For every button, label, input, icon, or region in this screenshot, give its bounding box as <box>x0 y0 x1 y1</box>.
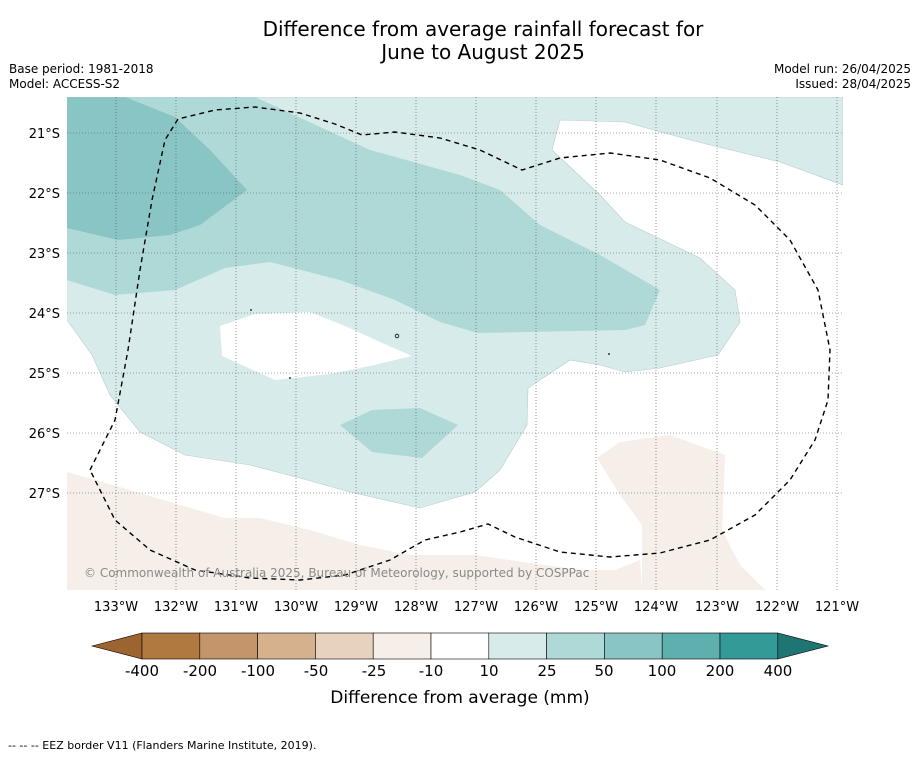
chart-title: Difference from average rainfall forecas… <box>0 18 919 64</box>
colorbar-tick: 100 <box>648 662 677 680</box>
title-line-2: June to August 2025 <box>381 40 585 64</box>
lat-label: 24°S <box>29 307 60 322</box>
lon-label: 123°W <box>695 600 739 615</box>
lat-label: 26°S <box>29 427 60 442</box>
lon-labels: 133°W 132°W 131°W 130°W 129°W 128°W 127°… <box>94 600 859 615</box>
lat-label: 21°S <box>29 127 60 142</box>
colorbar-tick: 200 <box>706 662 735 680</box>
island-marker <box>608 353 610 355</box>
lat-label: 23°S <box>29 247 60 262</box>
colorbar-tick: -10 <box>419 662 444 680</box>
colorbar-tick: -25 <box>362 662 387 680</box>
colorbar <box>90 632 830 660</box>
lon-label: 121°W <box>815 600 859 615</box>
lon-label: 127°W <box>454 600 498 615</box>
footer-note: -- -- -- EEZ border V11 (Flanders Marine… <box>8 739 317 752</box>
colorbar-tick: 50 <box>594 662 613 680</box>
region-drier-bottom-left <box>67 472 642 590</box>
colorbar-tick: -400 <box>125 662 159 680</box>
island-marker <box>394 333 400 339</box>
lon-label: 130°W <box>274 600 318 615</box>
lon-label: 124°W <box>634 600 678 615</box>
model-name: Model: ACCESS-S2 <box>9 77 121 91</box>
lat-labels: 21°S 22°S 23°S 24°S 25°S 26°S 27°S <box>29 127 60 502</box>
lon-label: 132°W <box>154 600 198 615</box>
colorbar-tick: -100 <box>241 662 275 680</box>
colorbar-ticks: -400 -200 -100 -50 -25 -10 10 25 50 100 … <box>125 662 792 680</box>
colorbar-segment <box>199 632 258 660</box>
colorbar-segment <box>372 632 432 660</box>
model-run: Model run: 26/04/2025 <box>773 62 911 76</box>
copyright-text: © Commonwealth of Australia 2025, Bureau… <box>84 566 589 580</box>
island-marker <box>250 309 252 311</box>
lat-label: 22°S <box>29 187 60 202</box>
meta-left: Base period: 1981-2018 Model: ACCESS-S2 <box>9 62 154 92</box>
colorbar-tick: 10 <box>479 662 498 680</box>
region-wetter-25-50-patch <box>340 408 458 458</box>
lon-label: 122°W <box>755 600 799 615</box>
island-marker <box>289 377 291 379</box>
lat-label: 27°S <box>29 487 60 502</box>
colorbar-tick: -50 <box>304 662 329 680</box>
map-gridlines <box>67 97 843 590</box>
lon-label: 125°W <box>574 600 618 615</box>
lat-label: 25°S <box>29 367 60 382</box>
colorbar-segment <box>661 632 721 660</box>
meta-right: Model run: 26/04/2025 Issued: 28/04/2025 <box>774 62 911 92</box>
colorbar-segment <box>719 632 779 660</box>
colorbar-segment <box>546 632 605 660</box>
colorbar-tick: 400 <box>764 662 793 680</box>
colorbar-segment <box>488 632 547 660</box>
colorbar-label: Difference from average (mm) <box>330 688 589 708</box>
lon-label: 133°W <box>94 600 138 615</box>
colorbar-tick: -200 <box>183 662 217 680</box>
issued-date: Issued: 28/04/2025 <box>795 77 911 91</box>
colorbar-tick: 25 <box>537 662 556 680</box>
lon-label: 131°W <box>214 600 258 615</box>
colorbar-segment <box>257 632 316 660</box>
colorbar-segment <box>604 632 663 660</box>
lon-label: 126°W <box>514 600 558 615</box>
colorbar-arrow-right <box>777 632 830 660</box>
colorbar-segment <box>141 632 201 660</box>
eez-border-line <box>89 106 831 581</box>
colorbar-segment <box>430 632 490 660</box>
lon-label: 129°W <box>334 600 378 615</box>
region-neutral-hole <box>220 312 412 380</box>
lon-label: 128°W <box>394 600 438 615</box>
title-line-1: Difference from average rainfall forecas… <box>262 17 704 41</box>
base-period: Base period: 1981-2018 <box>9 62 154 76</box>
region-drier-bottom-right <box>597 435 765 590</box>
colorbar-segment <box>315 632 374 660</box>
region-outline <box>67 97 843 509</box>
map-area <box>67 97 843 590</box>
colorbar-arrow-left <box>90 632 143 660</box>
